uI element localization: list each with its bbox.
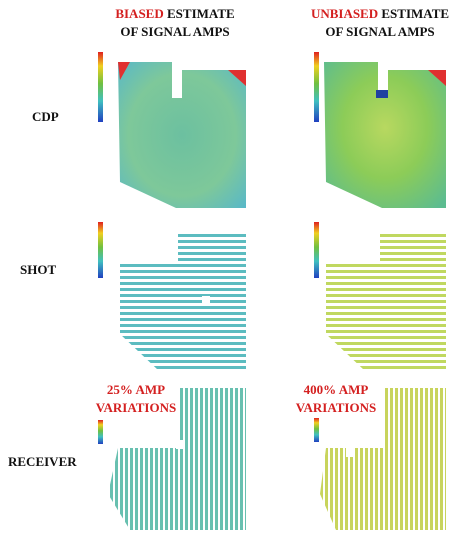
- shot-biased-map: [120, 232, 246, 370]
- colorbar: [314, 418, 319, 442]
- column-header: UNBIASED ESTIMATE: [311, 6, 449, 21]
- cdp-unbiased-map: [324, 62, 446, 208]
- column-header-line2: OF SIGNAL AMPS: [325, 24, 434, 39]
- map-hole: [176, 440, 185, 449]
- cdp-biased-map: [118, 62, 246, 208]
- column-header-line2: OF SIGNAL AMPS: [120, 24, 229, 39]
- header-text: ESTIMATE: [381, 6, 449, 21]
- annotation: 400% AMP: [304, 382, 369, 397]
- row-label: SHOT: [20, 262, 56, 277]
- annotation: VARIATIONS: [296, 400, 376, 415]
- colorbar: [98, 52, 103, 122]
- receiver-unbiased-map: [320, 388, 446, 530]
- shot-unbiased-map: [326, 232, 446, 370]
- map-edge: [428, 70, 446, 86]
- header-text: ESTIMATE: [167, 6, 235, 21]
- header-highlight: UNBIASED: [311, 6, 378, 21]
- colorbar: [314, 52, 319, 122]
- map-hole: [202, 296, 210, 304]
- map-edge: [228, 70, 246, 86]
- annotation: VARIATIONS: [96, 400, 176, 415]
- colorbar: [314, 222, 319, 278]
- map-edge: [118, 62, 130, 80]
- row-label: RECEIVER: [8, 454, 77, 469]
- column-header: BIASED ESTIMATE: [115, 6, 234, 21]
- receiver-biased-map: [108, 388, 246, 530]
- annotation: 25% AMP: [107, 382, 165, 397]
- map-hole: [346, 448, 355, 457]
- colorbar: [98, 420, 103, 444]
- colorbar: [98, 222, 103, 278]
- row-label: CDP: [32, 109, 59, 124]
- map-edge: [376, 90, 388, 98]
- header-highlight: BIASED: [115, 6, 163, 21]
